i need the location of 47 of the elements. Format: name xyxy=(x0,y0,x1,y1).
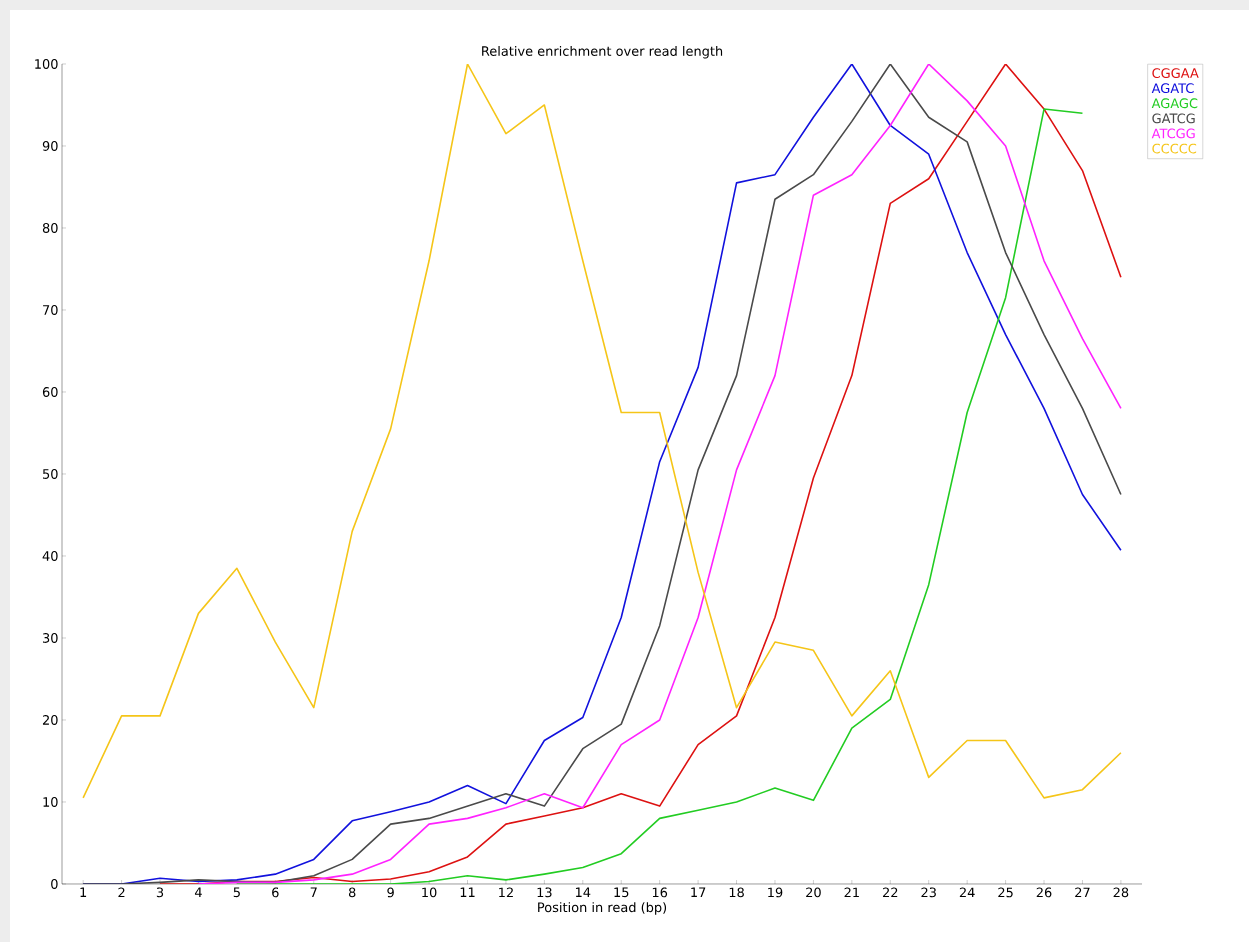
x-tick-label: 14 xyxy=(575,887,591,897)
x-tick-label: 5 xyxy=(233,887,240,898)
y-tick-label: 90 xyxy=(42,141,58,151)
x-tick-label: 3 xyxy=(156,887,164,898)
y-tick-label: 70 xyxy=(43,305,58,315)
x-tick-label: 8 xyxy=(348,887,356,898)
y-tick-label: 10 xyxy=(43,797,58,807)
text: CCCCC xyxy=(1152,143,1197,154)
x-tick-label: 27 xyxy=(1075,887,1090,898)
y-tick-label: 50 xyxy=(43,469,58,479)
x-tick-label: 10 xyxy=(422,887,437,898)
x-tick-label: 26 xyxy=(1036,887,1052,898)
x-tick-label: 13 xyxy=(537,887,552,898)
x-tick-label: 18 xyxy=(729,887,744,898)
x-tick-label: 7 xyxy=(310,887,317,897)
x-tick-label: 25 xyxy=(998,887,1013,898)
y-tick-label: 80 xyxy=(42,223,58,233)
y-tick-label: 0 xyxy=(51,879,58,889)
x-tick-label: 6 xyxy=(272,887,279,898)
x-tick-label: 28 xyxy=(1113,887,1129,898)
x-tick-label: 19 xyxy=(768,887,783,898)
x-tick-label: 22 xyxy=(883,887,898,898)
x-tick-label: 24 xyxy=(959,887,975,898)
x-tick-label: 21 xyxy=(844,887,859,898)
y-tick-label: 30 xyxy=(42,633,58,643)
x-tick-label: 12 xyxy=(499,887,513,898)
y-tick-label: 20 xyxy=(42,715,58,725)
text: GATCG xyxy=(1152,113,1195,124)
x-tick-label: 23 xyxy=(921,887,936,898)
x-tick-label: 4 xyxy=(194,887,202,897)
x-tick-label: 15 xyxy=(614,887,629,898)
x-tick-label: 16 xyxy=(652,887,668,898)
text: CGGAA xyxy=(1152,68,1199,78)
x-tick-label: 17 xyxy=(691,887,706,897)
x-tick-label: 9 xyxy=(387,887,394,898)
y-tick-label: 60 xyxy=(42,387,58,397)
text: ATCGG xyxy=(1151,128,1195,139)
y-tick-label: 40 xyxy=(42,551,58,561)
chart-title: Relative enrichment over read length xyxy=(482,45,723,59)
x-tick-label: 11 xyxy=(460,887,475,897)
x-tick-label: 20 xyxy=(806,887,821,898)
y-tick-label: 100 xyxy=(35,59,58,69)
x-tick-label: 2 xyxy=(118,887,125,898)
text: AGAGC xyxy=(1151,98,1198,109)
text: AGATC xyxy=(1151,83,1194,94)
x-tick-label: 1 xyxy=(80,887,87,897)
x-axis-title: Position in read (bp) xyxy=(538,902,667,915)
